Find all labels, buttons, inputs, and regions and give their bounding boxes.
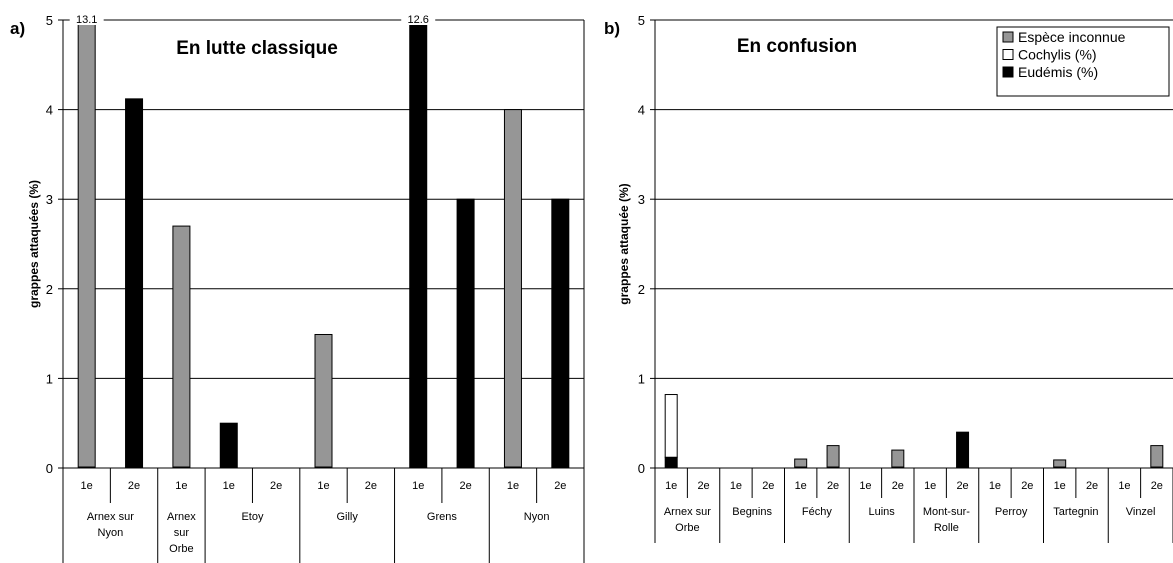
legend-label: Cochylis (%)	[1018, 47, 1097, 63]
annotation-background	[69, 12, 104, 25]
bar-segment	[125, 98, 144, 469]
x-group-label: Nyon	[524, 511, 550, 523]
x-category-label: 2e	[827, 480, 839, 492]
legend-swatch	[1002, 31, 1014, 43]
bar-segment	[891, 449, 905, 469]
legend-label: Eudémis (%)	[1018, 64, 1098, 80]
x-group-label: Vinzel	[1126, 506, 1156, 518]
legend-box	[996, 26, 1170, 97]
x-group-label: Tartegnin	[1053, 506, 1098, 518]
y-tick-label: 3	[638, 192, 645, 207]
bar-segment	[956, 431, 970, 469]
x-category-label: 1e	[412, 480, 424, 492]
x-category-label: 2e	[762, 480, 774, 492]
x-category-label: 1e	[924, 480, 936, 492]
x-category-label: 2e	[459, 480, 471, 492]
x-category-label: 2e	[1086, 480, 1098, 492]
x-group-label: Gilly	[336, 511, 358, 523]
x-group-label: Grens	[427, 511, 457, 523]
x-group-label: Rolle	[934, 522, 959, 534]
y-tick-label: 0	[46, 461, 53, 476]
bar-segment	[314, 333, 333, 469]
x-group-label: Nyon	[98, 527, 124, 539]
x-group-label: Begnins	[732, 506, 772, 518]
bar-segment	[1150, 445, 1164, 469]
x-category-label: 2e	[128, 480, 140, 492]
x-category-label: 2e	[697, 480, 709, 492]
y-tick-label: 4	[46, 103, 53, 118]
bar-segment	[664, 456, 678, 469]
bar-segment	[826, 445, 840, 469]
panel-label: a)	[10, 19, 25, 38]
x-group-label: Perroy	[995, 506, 1028, 518]
x-group-label: Arnex sur	[87, 511, 134, 523]
chart-title: En lutte classique	[176, 38, 338, 59]
y-tick-label: 2	[46, 282, 53, 297]
x-group-label: Luins	[868, 506, 895, 518]
x-category-label: 1e	[175, 480, 187, 492]
x-category-label: 2e	[554, 480, 566, 492]
chart-title: En confusion	[737, 36, 857, 57]
bar-segment	[456, 198, 475, 469]
y-tick-label: 1	[638, 371, 645, 386]
x-category-label: 1e	[507, 480, 519, 492]
bar-segment	[503, 109, 522, 469]
x-group-label: Arnex	[167, 511, 196, 523]
annotation-background	[401, 12, 436, 25]
x-category-label: 1e	[317, 480, 329, 492]
y-tick-label: 2	[638, 282, 645, 297]
x-category-label: 2e	[1021, 480, 1033, 492]
x-category-label: 2e	[365, 480, 377, 492]
x-group-label: Orbe	[169, 543, 193, 555]
x-category-label: 1e	[665, 480, 677, 492]
bar-segment	[1053, 459, 1067, 469]
y-tick-label: 4	[638, 103, 645, 118]
bar-segment	[664, 394, 678, 458]
y-tick-label: 1	[46, 371, 53, 386]
y-tick-label: 5	[638, 13, 645, 28]
bar-segment	[77, 19, 96, 469]
x-group-label: Mont-sur-	[923, 506, 970, 518]
value-annotation: 12.6	[408, 14, 429, 26]
legend-swatch	[1002, 49, 1014, 60]
bar-segment	[409, 19, 428, 469]
x-group-label: sur	[174, 527, 190, 539]
bar-segment	[794, 458, 808, 469]
x-category-label: 1e	[730, 480, 742, 492]
y-axis-label: grappes attaquées (%)	[27, 180, 41, 308]
value-annotation: 13.1	[76, 14, 97, 26]
x-category-label: 1e	[81, 480, 93, 492]
x-group-label: Arnex sur	[664, 506, 711, 518]
x-category-label: 2e	[892, 480, 904, 492]
x-group-label: Etoy	[241, 511, 264, 523]
x-category-label: 1e	[859, 480, 871, 492]
x-group-label: Orbe	[675, 522, 699, 534]
bar-segment	[172, 225, 191, 469]
y-tick-label: 0	[638, 461, 645, 476]
y-tick-label: 5	[46, 13, 53, 28]
x-category-label: 1e	[795, 480, 807, 492]
x-category-label: 1e	[1118, 480, 1130, 492]
x-category-label: 1e	[1054, 480, 1066, 492]
panel-label: b)	[604, 19, 620, 38]
y-tick-label: 3	[46, 192, 53, 207]
x-category-label: 1e	[223, 480, 235, 492]
bar-segment	[551, 198, 570, 469]
x-category-label: 1e	[989, 480, 1001, 492]
x-category-label: 2e	[270, 480, 282, 492]
bar-segment	[219, 422, 238, 469]
x-category-label: 2e	[1151, 480, 1163, 492]
x-category-label: 2e	[956, 480, 968, 492]
legend-swatch	[1002, 66, 1014, 78]
y-axis-label: grappes attaquée (%)	[617, 183, 631, 304]
legend-label: Espèce inconnue	[1018, 29, 1126, 45]
x-group-label: Féchy	[802, 506, 832, 518]
